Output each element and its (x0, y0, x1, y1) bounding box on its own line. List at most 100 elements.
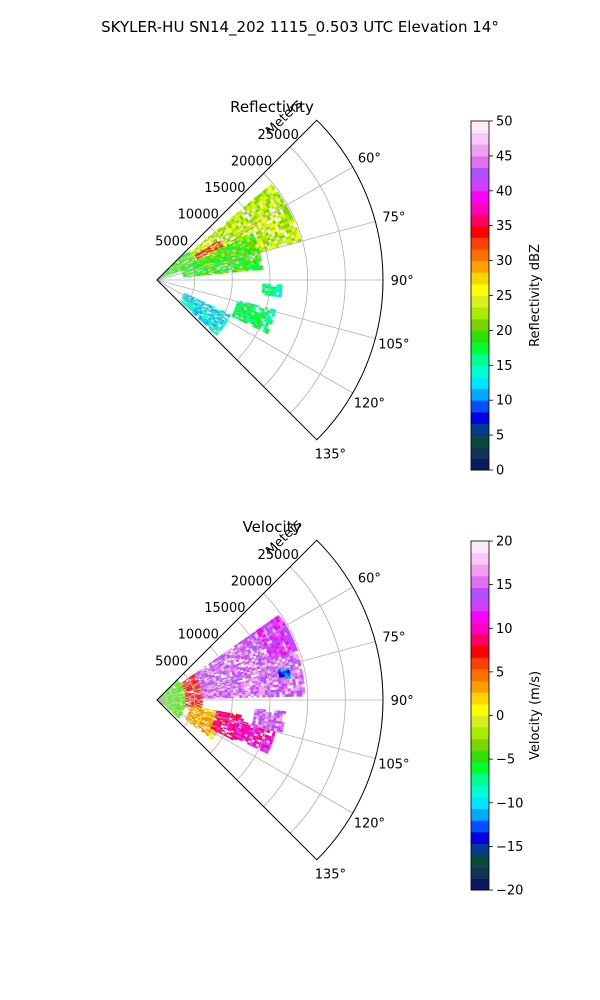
azimuth-spoke (156, 166, 353, 281)
range-tick-label: 5000 (155, 654, 188, 669)
colorbar-swatch (471, 237, 489, 250)
colorbar-tick-label: 10 (496, 622, 513, 637)
velocity-title: Velocity (243, 518, 302, 536)
range-tick-label: 15000 (204, 181, 245, 196)
azimuth-tick-label: 135° (315, 867, 346, 882)
colorbar-swatch (471, 283, 489, 296)
colorbar-tick-label: 20 (496, 324, 513, 339)
colorbar-swatch (471, 318, 489, 331)
azimuth-tick-label: 60° (358, 571, 381, 586)
colorbar-swatch (471, 634, 489, 647)
colorbar-label: Velocity (m/s) (528, 671, 543, 760)
echo-region (210, 710, 244, 741)
echo-region (255, 616, 298, 661)
velocity-echo-layer (157, 614, 306, 755)
velocity-grid (156, 566, 383, 834)
colorbar-swatch (471, 342, 489, 355)
azimuth-tick-label: 60° (358, 151, 381, 166)
colorbar-tick-label: 5 (496, 429, 504, 444)
velocity-colorbar: −20 −15 −10 −5 0 5 10 15 20 Velocity (m/s) (470, 535, 543, 899)
range-tick-label: 15000 (204, 601, 245, 616)
colorbar-swatch (471, 820, 489, 833)
range-tick-label: 20000 (231, 574, 272, 589)
colorbar-swatch (471, 796, 489, 810)
colorbar-swatch (471, 715, 489, 728)
colorbar-tick-label: −5 (496, 753, 515, 768)
velocity-frame (156, 539, 384, 861)
colorbar-swatch (471, 575, 489, 589)
colorbar-swatch (471, 388, 489, 401)
colorbar-swatch (471, 179, 489, 192)
colorbar-tick-label: −10 (496, 796, 523, 811)
colorbar-swatch (471, 750, 489, 763)
colorbar-swatch (471, 866, 489, 879)
azimuth-tick-label: 90° (391, 694, 414, 709)
azimuth-tick-label: 135° (315, 447, 346, 462)
colorbar-tick-label: −20 (496, 884, 523, 899)
colorbar-label: Reflectivity dBZ (528, 244, 543, 347)
reflectivity-colorbar: 0 5 10 15 20 25 30 35 40 45 50 Reflectivity dBZ (470, 115, 543, 479)
reflectivity-panel: Reflectivity 5000 10000 15000 20000 25000 60… (155, 97, 543, 479)
colorbar-swatch (471, 353, 489, 366)
azimuth-tick-label: 75° (382, 631, 405, 646)
colorbar-swatch (471, 132, 489, 145)
colorbar-swatch (471, 144, 489, 157)
colorbar-swatch (471, 190, 489, 203)
colorbar-swatch (471, 610, 489, 623)
colorbar-tick-label: 0 (496, 709, 504, 724)
colorbar-swatch (471, 541, 489, 554)
reflectivity-echo-layer (157, 183, 302, 336)
echo-region (157, 251, 198, 280)
colorbar-swatch (471, 214, 489, 227)
range-tick-label: 25000 (257, 128, 298, 143)
colorbar-tick-label: 35 (496, 219, 513, 234)
colorbar-tick-label: 30 (496, 254, 513, 269)
azimuth-spoke (156, 279, 353, 394)
colorbar-tick-label: 15 (496, 578, 513, 593)
azimuth-spoke (156, 279, 376, 339)
colorbar-swatch (471, 458, 489, 471)
reflectivity-range-ticks: 5000 10000 15000 20000 25000 (155, 128, 299, 250)
colorbar-swatch (471, 121, 489, 134)
colorbar-swatch (471, 843, 489, 856)
colorbar-swatch (471, 330, 489, 343)
colorbar-swatch (471, 622, 489, 635)
sector-outline (156, 539, 384, 861)
colorbar-swatch (471, 703, 489, 716)
velocity-azimuth-ticks: 60° 75° 90° 105° 120° 135° (315, 571, 414, 882)
colorbar-swatch (471, 680, 489, 693)
velocity-range-ticks: 5000 10000 15000 20000 25000 (155, 548, 299, 670)
azimuth-tick-label: 105° (378, 757, 409, 772)
range-tick-label: 5000 (155, 234, 188, 249)
colorbar-tick-label: 15 (496, 359, 513, 374)
colorbar-swatch (471, 762, 489, 775)
colorbar-swatch (471, 645, 489, 658)
range-tick-label: 25000 (257, 548, 298, 563)
colorbar-swatch (471, 808, 489, 821)
azimuth-tick-label: 75° (382, 211, 405, 226)
echo-region (261, 283, 283, 298)
azimuth-spoke (156, 699, 353, 814)
figure-title: SKYLER-HU SN14_202 1115_0.503 UTC Elevat… (101, 18, 499, 37)
colorbar-swatch (471, 564, 489, 577)
reflectivity-title: Reflectivity (230, 98, 314, 116)
azimuth-spoke (156, 699, 376, 759)
colorbar-tick-label: 25 (496, 289, 513, 304)
colorbar-swatch (471, 435, 489, 448)
colorbar-swatch (471, 599, 489, 612)
azimuth-tick-label: 105° (378, 337, 409, 352)
colorbar-swatch (471, 400, 489, 413)
echo-region (179, 292, 232, 336)
colorbar-swatch (471, 668, 489, 682)
colorbar-swatch (471, 552, 489, 565)
colorbar-swatch (471, 587, 489, 600)
colorbar-swatch (471, 272, 489, 285)
colorbar-swatch (471, 295, 489, 308)
azimuth-spoke (156, 641, 376, 701)
colorbar-swatch (471, 878, 489, 891)
azimuth-tick-label: 90° (391, 274, 414, 289)
reflectivity-frame (156, 119, 384, 441)
colorbar-swatch (471, 773, 489, 786)
echo-region (277, 667, 292, 680)
colorbar-tick-label: 50 (496, 115, 513, 130)
